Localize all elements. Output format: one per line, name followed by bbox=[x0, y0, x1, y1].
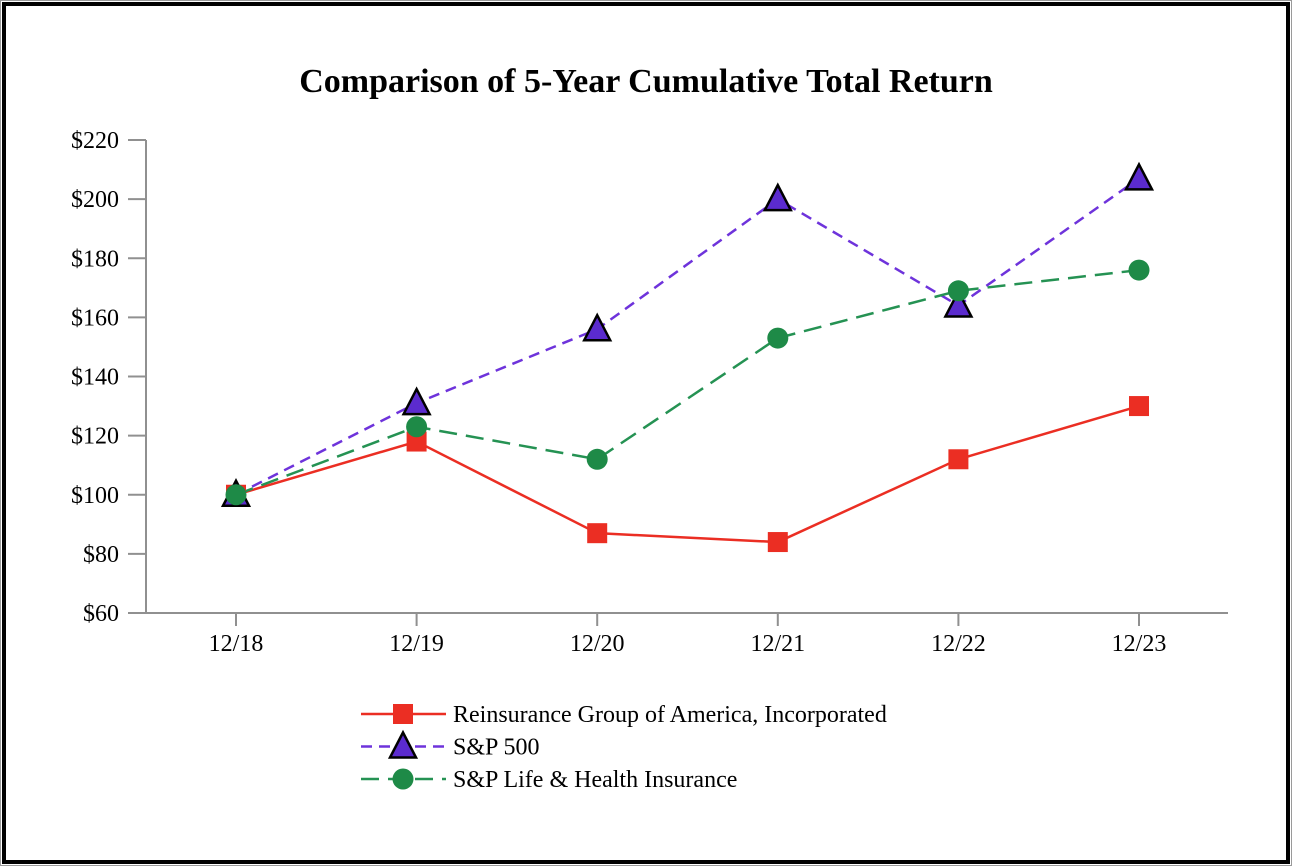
series-line-2 bbox=[235, 268, 1140, 496]
x-tick-label: 12/18 bbox=[209, 631, 264, 657]
y-tick-label: $120 bbox=[71, 424, 119, 450]
y-tick-label: $100 bbox=[71, 483, 119, 509]
marker-series2-point1 bbox=[406, 416, 428, 438]
x-tick-label: 12/23 bbox=[1112, 631, 1167, 657]
marker-series2-point0 bbox=[225, 484, 247, 506]
y-tick-label: $80 bbox=[83, 542, 119, 568]
y-tick-label: $200 bbox=[71, 187, 119, 213]
legend-marker-0 bbox=[393, 704, 413, 724]
x-tick-label: 12/21 bbox=[750, 631, 805, 657]
y-tick-label: $140 bbox=[71, 365, 119, 391]
y-tick-label: $180 bbox=[71, 246, 119, 272]
x-tick-label: 12/22 bbox=[931, 631, 986, 657]
series-line-1 bbox=[235, 177, 1140, 496]
y-tick-label: $60 bbox=[83, 601, 119, 627]
marker-series2-point2 bbox=[586, 448, 608, 470]
marker-series1-point4 bbox=[943, 288, 974, 318]
marker-series0-point3 bbox=[767, 532, 788, 553]
legend-label-0: Reinsurance Group of America, Incorporat… bbox=[453, 702, 887, 728]
y-tick-label: $220 bbox=[71, 128, 119, 154]
marker-series1-point5 bbox=[1123, 161, 1155, 191]
legend-marker-1 bbox=[387, 729, 419, 759]
marker-series1-point3 bbox=[762, 182, 793, 212]
marker-series0-point5 bbox=[1129, 396, 1149, 417]
marker-series2-point5 bbox=[1128, 259, 1150, 281]
marker-series0-point2 bbox=[587, 523, 608, 544]
marker-series1-point2 bbox=[582, 312, 613, 342]
x-tick-label: 12/20 bbox=[570, 631, 625, 657]
marker-series1-point1 bbox=[401, 386, 432, 416]
chart-title: Comparison of 5-Year Cumulative Total Re… bbox=[299, 63, 993, 100]
marker-series0-point4 bbox=[948, 449, 969, 470]
marker-series2-point3 bbox=[767, 327, 789, 349]
marker-series0-point1 bbox=[406, 431, 427, 452]
legend-label-2: S&P Life & Health Insurance bbox=[453, 767, 737, 793]
marker-series2-point4 bbox=[947, 280, 969, 302]
y-tick-label: $160 bbox=[71, 305, 119, 331]
legend-marker-2 bbox=[392, 768, 414, 790]
x-tick-label: 12/19 bbox=[389, 631, 444, 657]
legend-label-1: S&P 500 bbox=[453, 735, 539, 761]
series-line-0 bbox=[235, 404, 1140, 544]
